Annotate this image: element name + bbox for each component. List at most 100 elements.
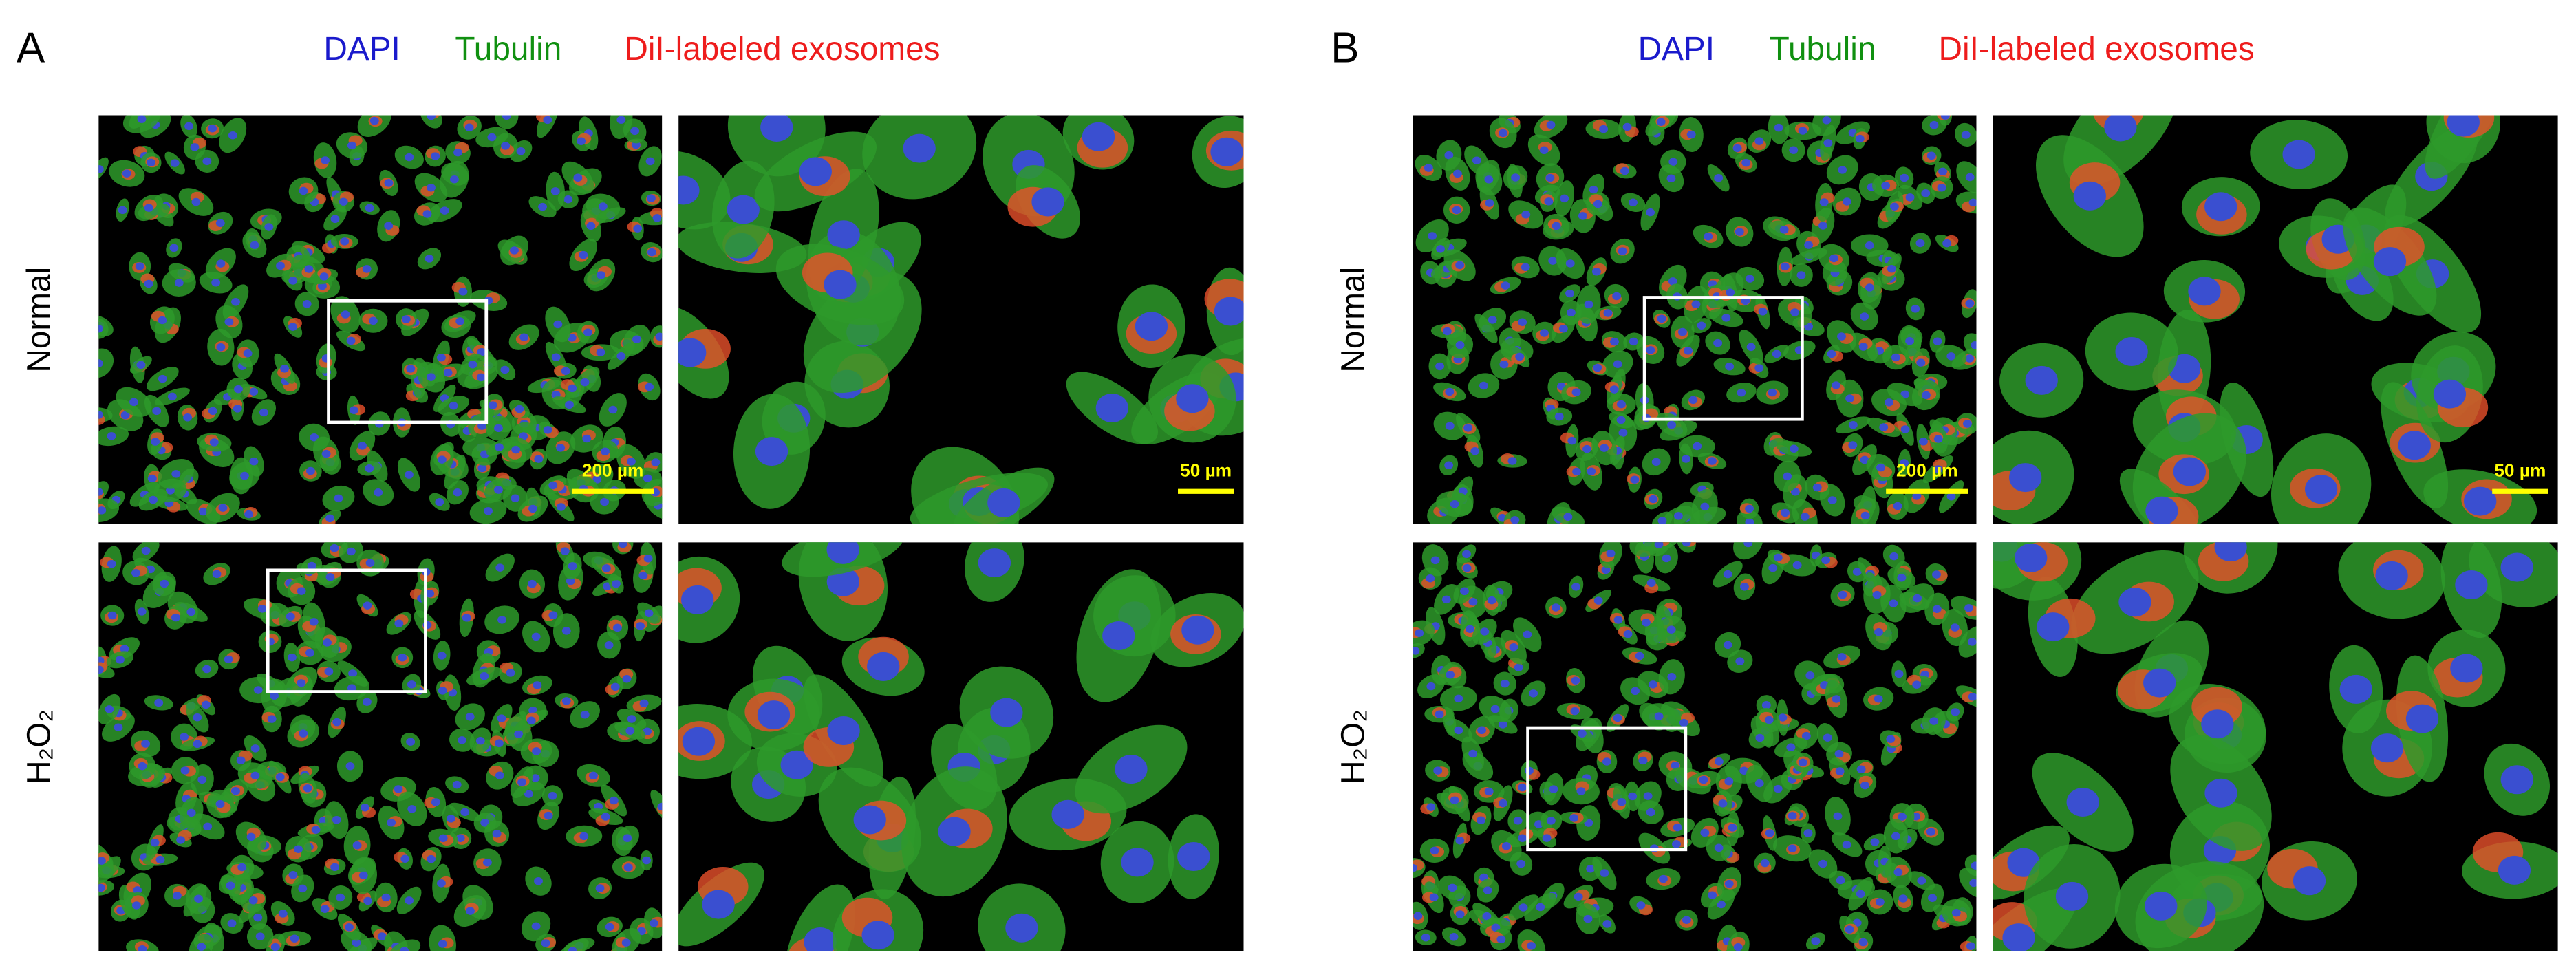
nucleus (286, 612, 295, 621)
nucleus (475, 736, 485, 745)
nucleus (1649, 495, 1658, 504)
nucleus (320, 905, 330, 913)
nucleus (1822, 116, 1832, 125)
nucleus (237, 863, 247, 872)
row-label: H₂O₂ (21, 709, 57, 784)
nucleus (365, 464, 374, 473)
nucleus (1482, 912, 1492, 921)
scale-bar-label: 50 µm (2494, 460, 2546, 481)
nucleus (2405, 704, 2439, 733)
nucleus (250, 241, 259, 249)
nucleus (1542, 834, 1552, 842)
nucleus (824, 270, 857, 299)
nucleus (1718, 799, 1728, 808)
nucleus (211, 279, 221, 287)
nucleus (1609, 385, 1619, 394)
zoom-region-box (1642, 296, 1804, 421)
nucleus (1889, 599, 1898, 607)
nucleus (345, 762, 355, 771)
nucleus (630, 127, 640, 136)
nucleus (1755, 733, 1765, 742)
nucleus (1918, 438, 1928, 446)
nucleus (1739, 766, 1749, 775)
nucleus (501, 142, 511, 150)
nucleus (544, 811, 553, 820)
nucleus (561, 367, 570, 375)
nucleus (1454, 694, 1463, 703)
nucleus (321, 156, 330, 164)
nucleus (495, 443, 504, 451)
nucleus (1549, 785, 1558, 793)
nucleus (394, 619, 404, 627)
nucleus (2500, 552, 2533, 582)
nucleus (1832, 381, 1840, 389)
nucleus (580, 378, 590, 387)
nucleus (171, 613, 180, 622)
nucleus (1620, 166, 1629, 175)
nucleus (531, 632, 541, 641)
nucleus (1666, 625, 1676, 634)
nucleus (1812, 483, 1822, 492)
nucleus (1455, 910, 1465, 918)
nucleus (203, 822, 213, 831)
nucleus (1616, 416, 1626, 424)
nucleus (1181, 615, 1214, 645)
nucleus (568, 384, 577, 393)
nucleus (215, 219, 225, 228)
nucleus (462, 614, 471, 622)
nucleus (564, 195, 573, 204)
nucleus (137, 607, 147, 616)
nucleus (176, 836, 186, 844)
nucleus (1454, 726, 1463, 735)
nucleus (1479, 381, 1488, 390)
nucleus (1667, 673, 1677, 681)
nucleus (1518, 834, 1527, 842)
nucleus (118, 206, 127, 215)
nucleus (1968, 198, 1977, 207)
nucleus (579, 832, 589, 841)
nucleus (903, 133, 936, 163)
nucleus (1926, 151, 1936, 160)
nucleus (298, 884, 308, 893)
nucleus (1865, 283, 1874, 292)
nucleus (1574, 892, 1583, 901)
nucleus (1480, 627, 1490, 636)
nucleus (2188, 277, 2221, 306)
nucleus (425, 590, 435, 598)
nucleus (573, 173, 583, 182)
nucleus (476, 373, 486, 382)
nucleus (1714, 757, 1724, 766)
nucleus (138, 762, 147, 771)
nucleus (633, 224, 643, 233)
nucleus (1745, 518, 1754, 525)
nucleus (436, 879, 446, 888)
nucleus (1965, 354, 1975, 363)
nucleus (1858, 938, 1868, 947)
nucleus (197, 943, 206, 951)
nucleus (1933, 465, 1943, 473)
nucleus (627, 715, 636, 723)
nucleus (1584, 300, 1593, 309)
nucleus (596, 348, 605, 356)
nucleus (1668, 277, 1677, 286)
nucleus (1700, 502, 1710, 511)
nucleus (1593, 596, 1603, 605)
nucleus (1743, 542, 1753, 548)
nucleus (1507, 457, 1517, 465)
micrograph (1993, 542, 2558, 951)
nucleus (227, 919, 237, 927)
nucleus (302, 300, 312, 308)
nucleus (249, 457, 259, 466)
nucleus (487, 133, 497, 142)
nucleus (534, 455, 544, 463)
nucleus (1651, 458, 1661, 466)
nucleus (495, 771, 504, 779)
nucleus (98, 411, 103, 419)
nucleus (609, 796, 619, 805)
nucleus (1940, 115, 1950, 120)
nucleus (1582, 444, 1591, 453)
nucleus (597, 271, 605, 279)
nucleus (141, 740, 151, 748)
nucleus (287, 653, 297, 662)
nucleus (1484, 787, 1494, 796)
